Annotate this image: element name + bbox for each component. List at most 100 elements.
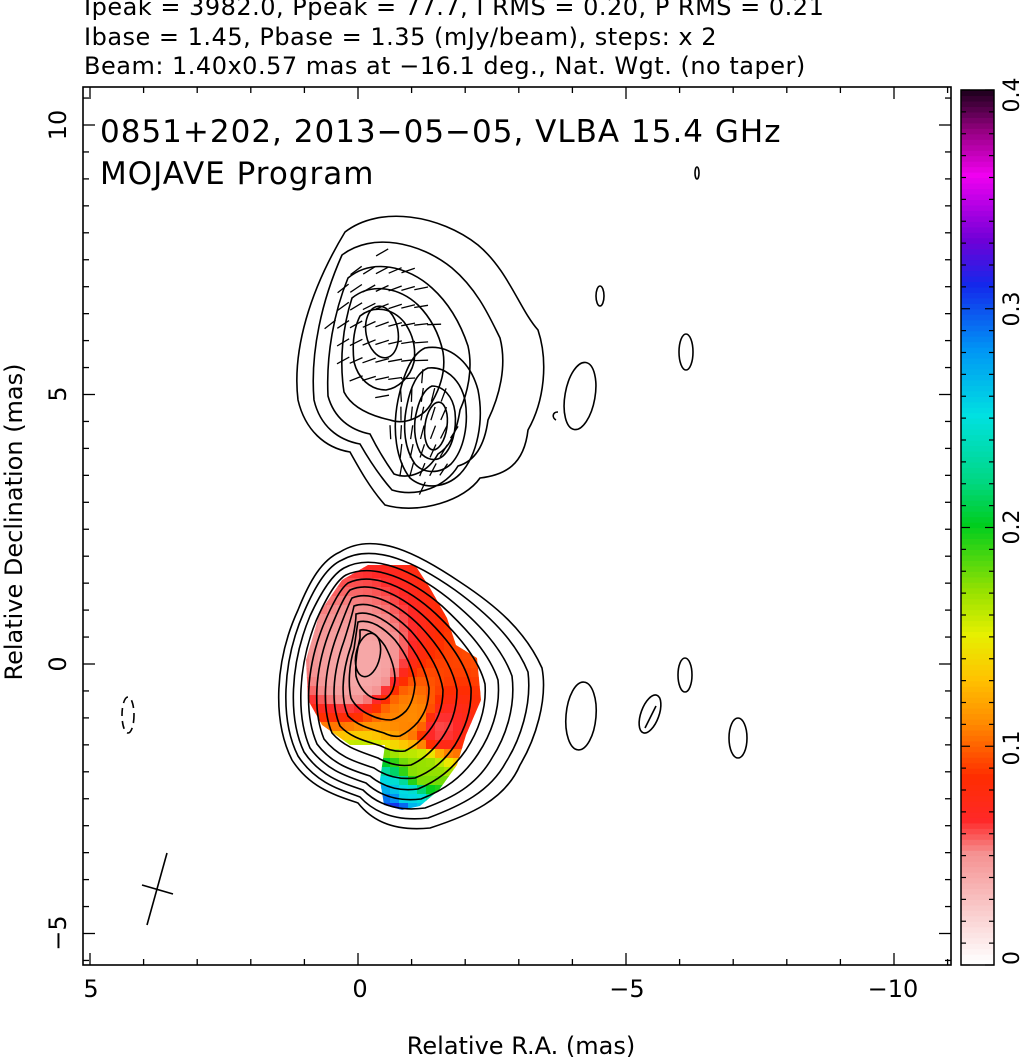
polarization-pixel bbox=[426, 713, 436, 723]
polarization-pixel bbox=[372, 614, 382, 624]
colorbar-swatch bbox=[961, 423, 994, 430]
polarization-pixel bbox=[471, 650, 481, 660]
colorbar-swatch bbox=[961, 522, 994, 529]
polarization-pixel bbox=[435, 731, 445, 741]
colorbar-swatch bbox=[961, 308, 994, 315]
polarization-pixel bbox=[363, 587, 373, 597]
polarization-vector bbox=[429, 444, 437, 458]
axis-ticks bbox=[83, 87, 951, 965]
colorbar-gradient bbox=[961, 90, 994, 965]
polarization-pixel bbox=[453, 650, 463, 660]
polarization-pixel bbox=[381, 776, 391, 786]
polarization-pixel bbox=[309, 803, 319, 810]
colorbar-swatch bbox=[961, 483, 994, 490]
polarization-pixel bbox=[309, 668, 319, 678]
polarization-pixel bbox=[462, 722, 472, 732]
colorbar-swatch bbox=[961, 554, 994, 561]
polarization-vector bbox=[439, 425, 448, 439]
colorbar-swatch bbox=[961, 806, 994, 813]
colorbar-swatch bbox=[961, 790, 994, 797]
polarization-pixel bbox=[372, 659, 382, 669]
polarization-pixel bbox=[435, 722, 445, 732]
colorbar-swatch bbox=[961, 450, 994, 458]
colorbar-swatch bbox=[961, 440, 994, 447]
polarization-vector bbox=[375, 376, 390, 381]
polarization-pixel bbox=[453, 731, 463, 741]
polarization-pixel bbox=[408, 803, 418, 810]
polarization-pixel bbox=[417, 749, 427, 759]
polarization-pixel bbox=[381, 632, 391, 642]
polarization-pixel bbox=[309, 632, 319, 642]
colorbar-swatch bbox=[961, 751, 994, 758]
polarization-pixel bbox=[444, 659, 454, 669]
polarization-pixel bbox=[354, 605, 364, 615]
colorbar-swatch bbox=[961, 669, 994, 676]
polarization-pixel bbox=[426, 623, 436, 633]
colorbar-swatch bbox=[961, 478, 994, 485]
colorbar-swatch bbox=[961, 243, 994, 250]
colorbar-swatch bbox=[961, 691, 994, 698]
polarization-vector bbox=[414, 341, 429, 344]
polarization-pixel bbox=[381, 785, 391, 795]
polarization-pixel bbox=[426, 722, 436, 732]
polarization-pixel bbox=[363, 713, 373, 723]
polarization-pixel bbox=[444, 758, 454, 768]
colorbar-swatch bbox=[961, 642, 994, 649]
polarization-pixel bbox=[399, 758, 409, 768]
polarization-pixel bbox=[345, 614, 355, 624]
colorbar-swatch bbox=[961, 188, 994, 195]
polarization-pixel bbox=[435, 803, 445, 810]
polarization-pixel bbox=[354, 632, 364, 642]
colorbar-swatch bbox=[961, 275, 994, 283]
polarization-pixel bbox=[453, 749, 463, 759]
polarization-vector bbox=[388, 358, 403, 363]
polarization-pixel bbox=[408, 659, 418, 669]
polarization-pixel bbox=[426, 587, 436, 597]
colorbar-swatch bbox=[961, 221, 994, 228]
colorbar-swatch bbox=[961, 363, 994, 370]
polarization-pixel bbox=[444, 668, 454, 678]
colorbar-swatch bbox=[961, 937, 994, 944]
polarization-pixel bbox=[462, 704, 472, 714]
colorbar-swatch bbox=[961, 494, 994, 501]
polarization-vector bbox=[429, 463, 437, 477]
colorbar-swatch bbox=[961, 467, 994, 474]
colorbar-swatch bbox=[961, 631, 994, 638]
polarization-pixel bbox=[306, 677, 310, 687]
colorbar-swatch bbox=[961, 565, 994, 572]
polarization-pixel bbox=[318, 803, 328, 810]
polarization-pixel bbox=[399, 569, 409, 579]
polarization-pixel bbox=[381, 704, 391, 714]
colorbar-swatch bbox=[961, 368, 994, 375]
polarization-pixel bbox=[390, 749, 400, 759]
polarization-pixel bbox=[345, 695, 355, 705]
y-tick-label-5: 5 bbox=[44, 386, 72, 401]
colorbar-swatch bbox=[961, 303, 994, 310]
polarization-pixel bbox=[453, 722, 463, 732]
polarization-pixel bbox=[381, 767, 391, 777]
colorbar-swatch bbox=[961, 877, 994, 884]
polarization-pixel bbox=[417, 650, 427, 660]
polarization-pixel bbox=[336, 632, 346, 642]
polarization-pixel bbox=[399, 565, 409, 570]
colorbar-swatch bbox=[961, 379, 994, 386]
polarization-pixel bbox=[372, 686, 382, 696]
colorbar-swatch bbox=[961, 489, 994, 496]
colorbar-swatch bbox=[961, 861, 994, 868]
colorbar-swatch bbox=[961, 445, 994, 452]
polarization-pixel bbox=[471, 740, 481, 750]
polarization-pixel bbox=[336, 686, 346, 696]
polarization-pixel bbox=[345, 632, 355, 642]
colorbar-swatch bbox=[961, 713, 994, 720]
polarization-pixel bbox=[318, 695, 328, 705]
polarization-pixel bbox=[306, 668, 310, 678]
polarization-pixel bbox=[336, 704, 346, 714]
colorbar-swatch bbox=[961, 100, 994, 108]
polarization-pixel bbox=[435, 605, 445, 615]
colorbar-swatch bbox=[961, 390, 994, 397]
colorbar-swatch bbox=[961, 193, 994, 200]
polarization-pixel bbox=[462, 650, 472, 660]
colorbar-swatch bbox=[961, 204, 994, 211]
polarization-vector bbox=[418, 481, 426, 495]
polarization-pixel bbox=[336, 803, 346, 810]
